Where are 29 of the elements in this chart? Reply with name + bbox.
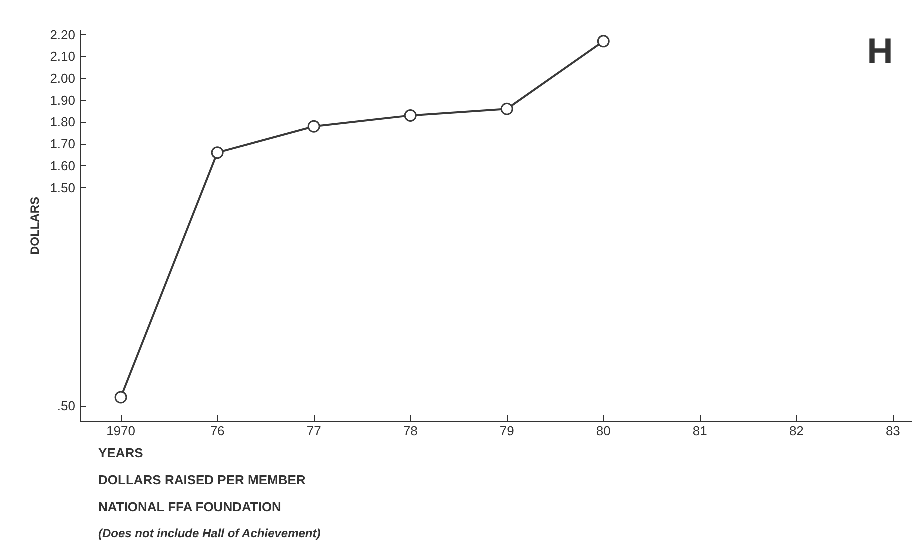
point xyxy=(308,120,320,133)
y-tick-label: .50 xyxy=(57,398,76,414)
point xyxy=(211,146,224,160)
y-axis-title: DOLLARS xyxy=(28,197,42,255)
text: DOLLARS RAISED PER MEMBER NATIONAL FFA FOUNDATION xyxy=(98,472,306,514)
annotation: H xyxy=(867,30,894,72)
x-tick-label: 79 xyxy=(500,424,514,438)
x-tick-label: 78 xyxy=(403,424,418,438)
y-tick-label: 1.80 xyxy=(50,114,76,130)
x-tick-label: 82 xyxy=(789,424,804,438)
point xyxy=(114,391,128,404)
x-tick-label: 81 xyxy=(692,424,708,438)
y-tick-label: 2.00 xyxy=(50,71,76,86)
y-tick-label: 1.70 xyxy=(50,136,76,152)
text: (Does not include Hall of Achievement) xyxy=(98,526,321,540)
x-tick-label: 77 xyxy=(306,424,322,438)
y-tick-label: 2.10 xyxy=(50,49,76,64)
y-tick-label: 1.60 xyxy=(50,158,76,174)
y-tick-label: 1.50 xyxy=(50,180,76,196)
point xyxy=(597,35,610,48)
point xyxy=(404,109,417,122)
x-tick-label: 76 xyxy=(210,424,225,438)
point xyxy=(500,102,514,116)
x-tick-label: 83 xyxy=(886,424,900,438)
x-tick-label: 1970 xyxy=(106,424,136,438)
y-tick-label: 1.90 xyxy=(50,92,76,108)
x-tick-label: 80 xyxy=(596,424,611,438)
y-tick-label: 2.20 xyxy=(50,27,76,42)
x-axis-title: YEARS xyxy=(98,446,144,460)
